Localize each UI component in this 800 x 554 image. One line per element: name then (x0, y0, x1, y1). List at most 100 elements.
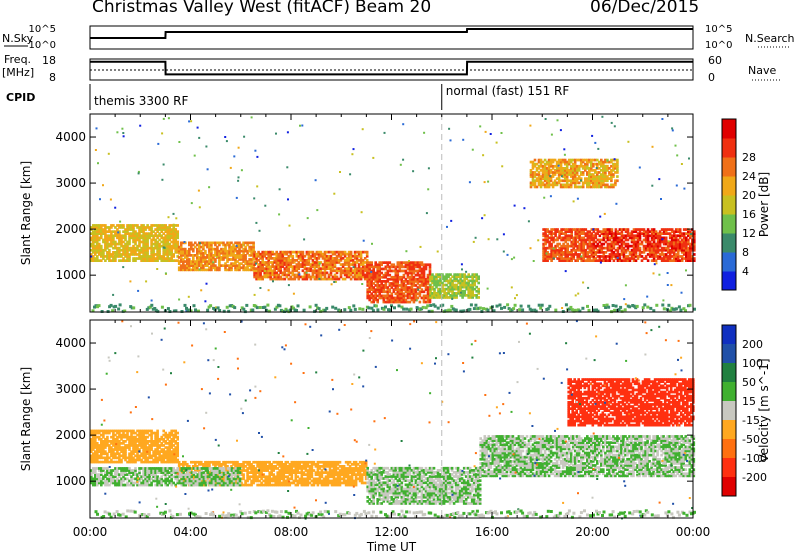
power-cell (228, 268, 231, 272)
power-cell (638, 255, 642, 258)
power-cell (689, 246, 692, 250)
power-cell (182, 241, 185, 245)
power-cell (253, 254, 256, 258)
power-cell (374, 288, 377, 291)
power-cell (650, 228, 654, 231)
power-cell (545, 175, 549, 178)
power-cell (594, 251, 598, 254)
power-scatter (254, 149, 257, 152)
power-cell (309, 257, 313, 260)
power-cell (402, 265, 406, 269)
power-scatter (501, 165, 504, 168)
power-cell (255, 273, 258, 277)
power-cell (392, 296, 396, 300)
power-cell (246, 264, 249, 267)
power-cell (106, 230, 109, 233)
power-cell (604, 185, 607, 189)
power-cell (368, 290, 371, 294)
power-cell (339, 263, 343, 266)
power-cell (172, 236, 175, 240)
power-cell (380, 267, 383, 271)
power-cell (267, 250, 270, 254)
power-cell (198, 260, 201, 263)
power-cell (475, 294, 478, 297)
power-cell (174, 242, 177, 246)
power-cell (96, 228, 99, 231)
power-cell (578, 257, 581, 260)
nave-tick-top: 60 (708, 54, 722, 67)
power-scatter (513, 204, 516, 207)
velocity-cell (98, 456, 101, 460)
power-cell (541, 171, 545, 174)
power-cell (104, 255, 107, 258)
power-cell (267, 273, 270, 277)
power-cell (152, 238, 155, 242)
power-cell (406, 271, 410, 275)
power-cell (469, 285, 472, 289)
power-cell (606, 179, 609, 183)
velocity-cell (98, 448, 101, 451)
power-cell (222, 251, 225, 255)
power-cell (202, 256, 205, 259)
power-cell (214, 243, 217, 247)
power-cell (148, 228, 151, 231)
power-cell (134, 224, 137, 227)
power-cell (552, 253, 555, 256)
power-cell (188, 268, 191, 272)
power-cell (646, 244, 650, 248)
power-cell (242, 268, 245, 272)
power-cell (230, 262, 233, 265)
power-cell (429, 279, 432, 283)
power-cell (376, 273, 379, 277)
power-cell (261, 275, 264, 279)
power-cell (128, 238, 131, 242)
power-scatter (472, 240, 475, 243)
power-cell (549, 158, 553, 162)
power-cell (152, 246, 155, 250)
power-cell (551, 175, 555, 178)
velocity-cell (146, 458, 149, 462)
power-cell (140, 246, 143, 250)
power-cell (600, 158, 603, 162)
velocity-cell (154, 458, 157, 462)
power-cell (124, 248, 127, 252)
power-cell (579, 171, 583, 174)
power-cell (424, 286, 428, 289)
power-cell (584, 259, 588, 262)
power-cell (255, 261, 258, 264)
power-cell (345, 273, 349, 277)
power-cell (259, 265, 262, 268)
power-cell (433, 283, 436, 287)
power-cell (94, 248, 97, 252)
power-cell (124, 244, 127, 248)
power-cell (543, 167, 547, 170)
power-cell (295, 269, 299, 273)
power-cell (382, 280, 386, 283)
power-cell (329, 265, 333, 268)
power-cell (392, 277, 396, 281)
power-cell (269, 275, 272, 279)
power-cell (646, 259, 650, 262)
power-cell (325, 267, 329, 270)
nsearch-tick-bottom: 10^0 (705, 40, 732, 51)
power-cell (349, 269, 353, 273)
power-cell (406, 288, 410, 291)
power-cell (279, 265, 282, 268)
power-scatter (167, 117, 170, 120)
velocity-cell (144, 446, 147, 449)
power-cell (588, 251, 592, 254)
power-cell (606, 177, 609, 180)
power-cell (208, 245, 211, 249)
power-cell (640, 259, 644, 262)
power-cell (600, 251, 604, 254)
power-cell (687, 251, 690, 254)
power-cell (406, 265, 410, 269)
power-cell (186, 254, 189, 257)
power-scatter (204, 300, 207, 303)
power-cell (273, 259, 276, 262)
power-ground-scatter (347, 306, 351, 310)
power-cell (186, 251, 189, 255)
power-cell (386, 265, 390, 269)
power-cell (459, 281, 462, 285)
power-cell (545, 177, 549, 180)
